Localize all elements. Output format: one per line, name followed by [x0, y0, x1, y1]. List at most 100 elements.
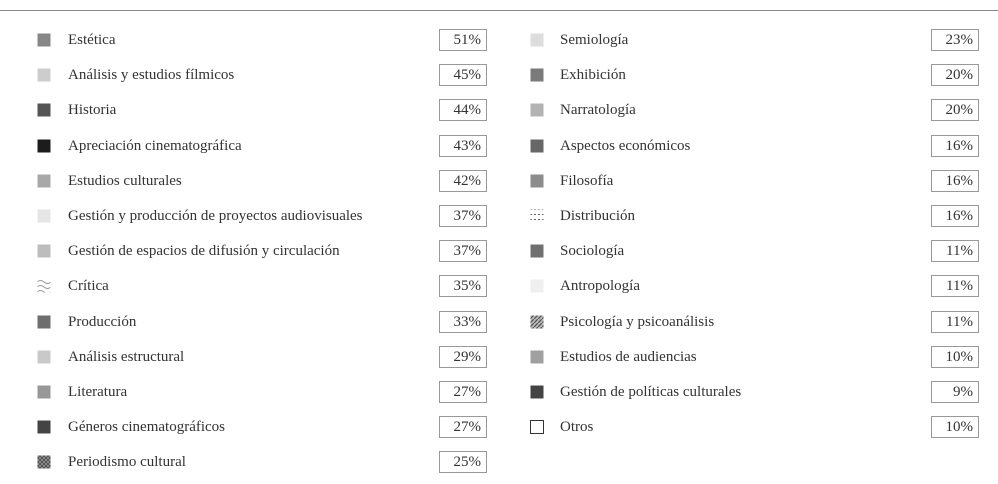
swatch — [37, 455, 51, 469]
swatch — [530, 244, 544, 258]
item-value: 29% — [439, 345, 487, 368]
item-label: Antropología — [560, 278, 640, 295]
item-value: 27% — [439, 381, 487, 403]
swatch — [530, 174, 544, 188]
item-value: 23% — [931, 29, 979, 51]
swatch — [37, 209, 51, 223]
swatch-fill — [37, 385, 51, 399]
swatch — [530, 279, 544, 293]
swatch-fill — [37, 103, 51, 117]
item-label: Literatura — [68, 384, 128, 400]
swatch-fill — [530, 350, 544, 364]
swatch-fill — [37, 209, 51, 223]
item-value: 9% — [931, 381, 979, 403]
swatch-fill — [530, 174, 544, 188]
item-label: Análisis y estudios fílmicos — [68, 67, 235, 84]
swatch-fill — [530, 68, 544, 82]
item-value: 27% — [439, 416, 487, 439]
item-value: 11% — [931, 240, 979, 263]
swatch-fill — [37, 33, 51, 47]
item-value: 20% — [931, 99, 979, 122]
swatch — [37, 420, 51, 434]
item-label: Estudios de audiencias — [560, 348, 697, 365]
swatch — [37, 33, 51, 47]
item-label: Filosofía — [560, 172, 614, 189]
item-label: Estética — [68, 32, 116, 48]
swatch — [37, 315, 51, 329]
swatch-fill — [37, 279, 51, 293]
item-label: Análisis estructural — [68, 348, 185, 365]
swatch — [530, 385, 544, 399]
swatch — [37, 139, 51, 153]
item-label: Gestión y producción de proyectos audiov… — [68, 208, 363, 224]
item-label: Sociología — [560, 243, 625, 260]
swatch-fill — [530, 420, 544, 435]
item-value: 37% — [439, 240, 487, 263]
item-value: 16% — [931, 205, 979, 227]
swatch-fill — [37, 350, 51, 364]
item-label: Otros — [560, 419, 594, 436]
item-label: Periodismo cultural — [68, 454, 186, 471]
item-label: Producción — [68, 313, 137, 330]
swatch-fill — [530, 315, 544, 329]
item-label: Gestión de políticas culturales — [560, 384, 742, 400]
swatch-fill — [530, 279, 544, 293]
swatch — [37, 244, 51, 258]
swatch-fill — [530, 209, 544, 223]
item-label: Psicología y psicoanálisis — [560, 313, 715, 330]
swatch — [37, 350, 51, 364]
item-label: Exhibición — [560, 67, 626, 84]
item-label: Géneros cinematográficos — [68, 419, 226, 436]
swatch-fill — [37, 455, 51, 469]
swatch — [530, 420, 544, 435]
item-value: 10% — [931, 345, 979, 368]
swatch — [37, 103, 51, 117]
swatch-fill — [37, 174, 51, 188]
swatch — [530, 103, 544, 117]
swatch-fill — [530, 244, 544, 258]
item-value: 51% — [439, 29, 487, 51]
item-label: Gestión de espacios de difusión y circul… — [68, 243, 340, 260]
swatch-fill — [37, 244, 51, 258]
swatch — [37, 385, 51, 399]
swatch — [530, 68, 544, 82]
item-label: Aspectos económicos — [560, 137, 691, 154]
swatch-fill — [37, 315, 51, 329]
swatch — [530, 209, 544, 223]
item-label: Distribución — [560, 208, 635, 224]
item-value: 33% — [439, 310, 487, 333]
item-value: 42% — [439, 169, 487, 192]
item-value: 25% — [439, 451, 487, 474]
swatch — [37, 174, 51, 188]
swatch — [530, 139, 544, 153]
top-rule — [0, 10, 998, 11]
item-label: Semiología — [560, 32, 629, 48]
swatch-fill — [530, 385, 544, 399]
item-label: Estudios culturales — [68, 172, 182, 189]
item-value: 20% — [931, 64, 979, 87]
item-value: 10% — [931, 416, 979, 439]
item-label: Narratología — [560, 102, 636, 119]
swatch-fill — [37, 68, 51, 82]
item-value: 35% — [439, 275, 487, 298]
swatch — [37, 279, 51, 293]
swatch-fill — [37, 420, 51, 434]
item-value: 45% — [439, 64, 487, 87]
swatch-fill — [530, 103, 544, 117]
swatch — [530, 350, 544, 364]
item-value: 11% — [931, 275, 979, 298]
item-value: 43% — [439, 134, 487, 157]
item-label: Apreciación cinematográfica — [68, 137, 242, 154]
item-value: 16% — [931, 134, 979, 157]
swatch — [37, 68, 51, 82]
item-value: 44% — [439, 99, 487, 122]
item-value: 37% — [439, 205, 487, 227]
item-label: Crítica — [68, 278, 109, 295]
swatch-fill — [530, 139, 544, 153]
item-label: Historia — [68, 102, 117, 119]
item-value: 11% — [931, 310, 979, 333]
swatch-fill — [37, 139, 51, 153]
swatch-fill — [530, 33, 544, 47]
item-value: 16% — [931, 169, 979, 192]
